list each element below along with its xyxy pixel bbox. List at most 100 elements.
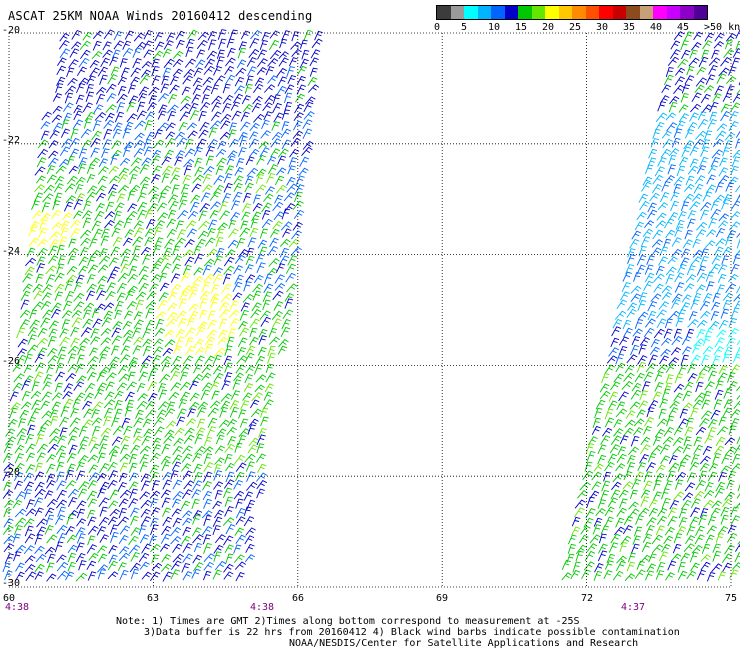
wind-barb: [670, 200, 680, 212]
wind-barb: [700, 201, 712, 211]
wind-barb: [172, 68, 183, 77]
wind-barb: [161, 362, 171, 372]
wind-barb: [725, 236, 734, 246]
wind-barb: [234, 454, 246, 465]
wind-barb: [180, 183, 190, 194]
wind-barb: [584, 550, 596, 562]
wind-barb: [56, 461, 65, 472]
wind-barb: [53, 183, 64, 193]
wind-barb: [137, 393, 148, 401]
wind-barb: [727, 524, 737, 534]
wind-barb: [251, 302, 262, 312]
wind-barb: [681, 294, 692, 303]
wind-barb: [55, 83, 64, 94]
wind-barb: [696, 265, 707, 276]
wind-barb: [92, 318, 103, 329]
wind-barb: [46, 174, 57, 184]
wind-barb: [695, 130, 707, 140]
wind-barb: [255, 374, 267, 383]
wind-barb: [114, 309, 123, 320]
wind-barb: [65, 526, 75, 536]
wind-barb: [707, 418, 718, 429]
wind-barb: [216, 247, 225, 258]
wind-barb: [658, 256, 668, 266]
time-label: 4:38: [4, 602, 30, 613]
wind-barb: [54, 283, 65, 293]
wind-barb: [704, 481, 714, 492]
wind-barb: [207, 219, 218, 231]
wind-barb: [203, 65, 215, 75]
legend-label: 20: [542, 22, 555, 33]
wind-barb: [82, 102, 93, 113]
wind-barb: [92, 425, 101, 437]
wind-barb: [24, 481, 34, 491]
wind-barb: [242, 202, 252, 213]
wind-barb: [228, 129, 237, 140]
wind-barb: [46, 473, 56, 483]
wind-barb: [57, 57, 67, 66]
wind-barb: [247, 66, 257, 77]
wind-barb: [175, 131, 186, 140]
wind-barb: [229, 122, 237, 132]
wind-barb: [202, 173, 212, 184]
wind-barb: [267, 246, 279, 256]
wind-barb: [639, 337, 650, 346]
wind-barb: [212, 365, 224, 375]
wind-barb: [105, 104, 117, 113]
wind-barb: [726, 85, 735, 95]
wind-barb: [232, 379, 242, 390]
wind-barb: [50, 415, 59, 426]
wind-barb: [46, 498, 58, 508]
wind-barb: [686, 218, 696, 229]
wind-barb: [266, 156, 277, 165]
wind-barb: [14, 444, 25, 454]
wind-barb: [36, 443, 49, 454]
wind-barb: [700, 93, 711, 104]
wind-barb: [631, 478, 642, 490]
wind-barb: [41, 202, 50, 212]
wind-barb: [262, 299, 271, 311]
wind-barb: [78, 148, 88, 159]
wind-barb: [731, 453, 740, 465]
wind-barb: [87, 264, 99, 274]
wind-barb: [86, 490, 98, 501]
wind-barb: [640, 496, 650, 507]
wind-barb: [224, 362, 233, 373]
wind-barb: [651, 445, 663, 454]
wind-barb: [706, 174, 716, 185]
time-label: 4:37: [620, 602, 646, 613]
wind-barb: [642, 533, 653, 544]
wind-barb: [256, 443, 265, 454]
wind-barb: [133, 336, 144, 346]
wind-barb: [203, 453, 213, 465]
wind-barb: [694, 175, 706, 185]
wind-barb: [203, 498, 212, 509]
wind-barb: [246, 471, 256, 482]
wind-barb: [621, 281, 631, 292]
wind-barb: [615, 408, 628, 418]
wind-barb: [653, 479, 662, 491]
wind-barb: [122, 128, 132, 139]
wind-barb: [704, 327, 714, 338]
wind-barb: [705, 74, 716, 85]
wind-barb: [73, 381, 85, 391]
wind-barb: [715, 238, 727, 247]
wind-barb: [597, 499, 606, 509]
wind-barb: [674, 76, 685, 86]
wind-barb: [130, 568, 140, 580]
wind-barb: [213, 267, 223, 276]
wind-barb: [151, 480, 160, 491]
wind-barb: [2, 452, 13, 463]
wind-barb: [193, 67, 203, 77]
wind-barb: [55, 165, 67, 175]
wind-barb: [48, 140, 59, 149]
wind-barb: [603, 471, 611, 482]
wind-barb: [150, 517, 159, 527]
wind-barb: [54, 382, 63, 392]
wind-barb: [294, 103, 305, 114]
wind-barb: [622, 525, 633, 535]
wind-barb: [648, 553, 657, 563]
wind-barb: [673, 383, 685, 393]
wind-barb: [108, 470, 118, 481]
wind-barb: [212, 500, 223, 510]
